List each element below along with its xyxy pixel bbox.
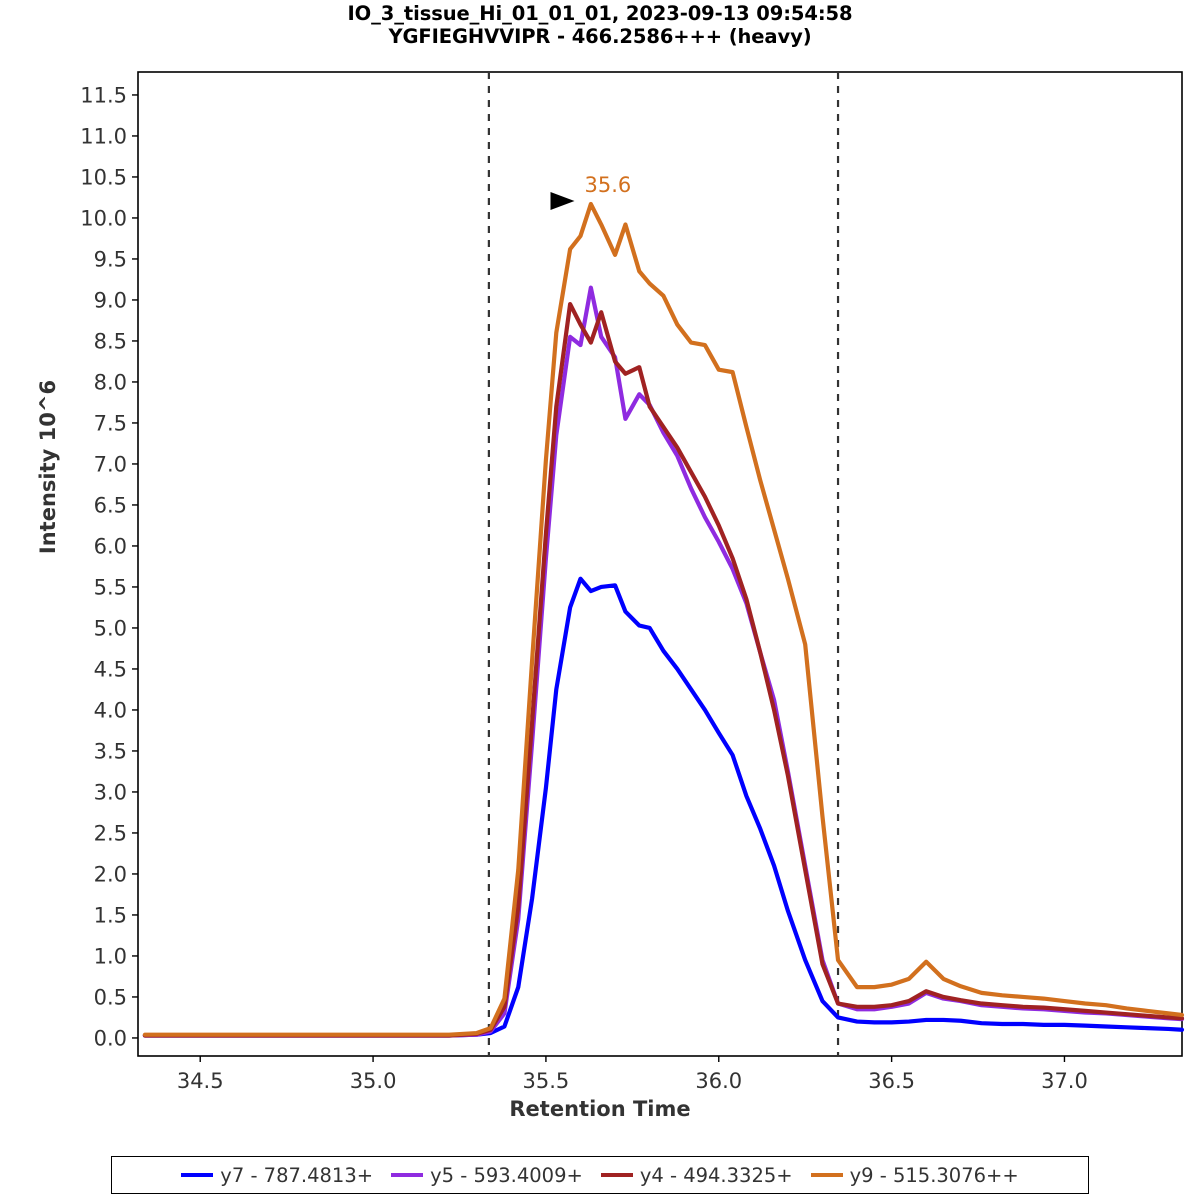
legend-color-swatch	[600, 1172, 633, 1178]
chart-legend: y7 - 787.4813+ y5 - 593.4009+ y4 - 494.332…	[111, 1156, 1089, 1194]
legend-label: y4 - 494.3325+	[639, 1163, 793, 1187]
y-tick-label: 1.0	[94, 944, 127, 968]
legend-item[interactable]: y5 - 593.4009+	[391, 1164, 583, 1187]
y-tick-label: 1.5	[94, 903, 127, 927]
x-axis-label: Retention Time	[509, 1097, 691, 1121]
y-tick-label: 2.5	[94, 821, 127, 845]
legend-label: y7 - 787.4813+	[220, 1163, 374, 1187]
chart-title-line-2: YGFIEGHVVIPR - 466.2586+++ (heavy)	[388, 25, 812, 48]
y-tick-label: 8.5	[94, 329, 127, 353]
y-tick-label: 2.0	[94, 862, 127, 886]
x-tick-label: 36.5	[868, 1069, 915, 1093]
y-tick-label: 3.0	[94, 780, 127, 804]
y-tick-label: 9.0	[94, 288, 127, 312]
y-tick-label: 0.5	[94, 985, 127, 1009]
legend-color-swatch	[391, 1172, 424, 1178]
y-tick-label: 9.5	[94, 247, 127, 271]
legend-color-swatch	[810, 1172, 843, 1178]
legend-label: y5 - 593.4009+	[430, 1163, 583, 1187]
chart-title-line-1: IO_3_tissue_Hi_01_01_01, 2023-09-13 09:5…	[347, 2, 853, 25]
y-tick-label: 10.5	[80, 165, 127, 189]
y-tick-label: 5.0	[94, 616, 127, 640]
y-tick-label: 10.0	[80, 206, 127, 230]
legend-color-swatch	[181, 1172, 214, 1178]
y-tick-label: 7.0	[94, 452, 127, 476]
peak-annotation-label: 35.6	[584, 173, 631, 197]
plot-frame	[137, 71, 1183, 1057]
y-tick-label: 6.0	[94, 534, 127, 558]
legend-item[interactable]: y9 - 515.3076++	[810, 1163, 1019, 1187]
y-tick-label: 6.5	[94, 493, 127, 517]
legend-label: y9 - 515.3076++	[849, 1163, 1019, 1187]
legend-item[interactable]: y7 - 787.4813+	[181, 1164, 373, 1187]
y-tick-label: 4.5	[94, 657, 127, 681]
y-tick-label: 0.0	[94, 1026, 127, 1050]
x-tick-label: 34.5	[177, 1069, 224, 1093]
y-tick-label: 3.5	[94, 739, 127, 763]
y-tick-label: 4.0	[94, 698, 127, 722]
peak-marker-triangle-icon	[550, 192, 575, 211]
y-tick-label: 11.5	[80, 83, 127, 107]
y-tick-label: 8.0	[94, 370, 127, 394]
legend-item[interactable]: y4 - 494.3325+	[600, 1163, 793, 1187]
y-tick-label: 7.5	[94, 411, 127, 435]
x-tick-label: 35.5	[523, 1069, 570, 1093]
chart-title: IO_3_tissue_Hi_01_01_01, 2023-09-13 09:5…	[0, 2, 1200, 48]
x-tick-label: 35.0	[350, 1069, 397, 1093]
y-tick-label: 11.0	[80, 124, 127, 148]
series-line	[142, 201, 1185, 1037]
x-tick-label: 37.0	[1041, 1069, 1088, 1093]
x-tick-label: 36.0	[695, 1069, 742, 1093]
y-tick-label: 5.5	[94, 575, 127, 599]
y-axis-label: Intensity 10^6	[36, 379, 60, 555]
